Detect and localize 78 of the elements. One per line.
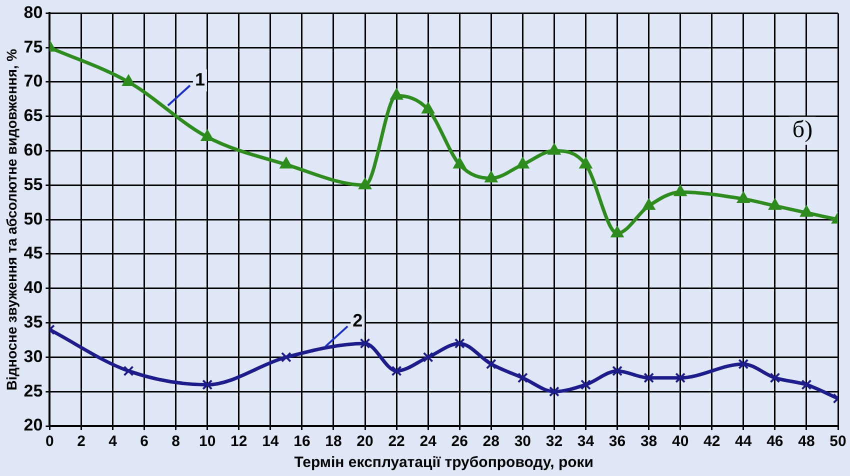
- x-tick-label: 8: [172, 433, 180, 450]
- point: [516, 158, 529, 169]
- x-tick-label: 50: [830, 433, 846, 450]
- x-tick-label: 6: [140, 433, 148, 450]
- point: [454, 338, 465, 349]
- y-tick-label: 30: [24, 346, 43, 366]
- point: [280, 158, 292, 169]
- y-tick-label: 75: [24, 37, 43, 56]
- point: [391, 366, 402, 376]
- point: [548, 144, 560, 155]
- x-tick-label: 30: [514, 433, 532, 450]
- point: [201, 130, 214, 142]
- x-tick-label: 0: [46, 433, 54, 450]
- x-tick-label: 18: [325, 433, 342, 450]
- point: [360, 338, 370, 349]
- point: [422, 102, 434, 114]
- x-tick-label: 48: [798, 433, 815, 450]
- y-tick-label: 70: [24, 72, 43, 91]
- point: [611, 226, 624, 238]
- x-tick-label: 28: [482, 433, 500, 450]
- y-tick-label: 35: [24, 312, 43, 332]
- point: [358, 178, 372, 190]
- series-label: 2: [352, 310, 363, 330]
- y-tick-label: 25: [24, 381, 43, 400]
- point: [612, 366, 623, 376]
- y-tick-label: 50: [24, 209, 43, 228]
- x-tick-label: 24: [420, 433, 438, 450]
- point: [801, 379, 812, 390]
- x-tick-label: 22: [388, 433, 405, 450]
- point: [517, 372, 528, 384]
- point: [390, 88, 403, 100]
- point: [675, 372, 686, 384]
- x-tick-label: 12: [230, 433, 248, 450]
- point: [768, 198, 782, 210]
- y-axis-title: Відносне звуження та абсолютне видовження, %: [3, 48, 20, 390]
- point: [644, 372, 654, 384]
- y-tick-label: 65: [24, 106, 43, 126]
- x-tick-label: 14: [262, 433, 280, 450]
- x-axis-title: Термін експлуатації трубопроводу, роки: [294, 454, 594, 472]
- point: [800, 206, 813, 217]
- y-tick-label: 40: [24, 278, 43, 298]
- point: [642, 198, 656, 210]
- point: [738, 358, 749, 370]
- point: [422, 352, 434, 362]
- point: [737, 192, 750, 203]
- x-tick-label: 38: [640, 433, 658, 450]
- annotation: б): [792, 117, 813, 144]
- point: [123, 366, 134, 376]
- point: [580, 379, 591, 390]
- x-tick-label: 10: [199, 433, 216, 450]
- y-tick-label: 45: [24, 244, 43, 263]
- point: [280, 352, 292, 362]
- x-tick-label: 44: [735, 433, 752, 450]
- x-tick-label: 46: [766, 433, 784, 450]
- point: [674, 185, 687, 196]
- x-tick-label: 32: [546, 433, 563, 450]
- x-tick-label: 40: [672, 433, 689, 450]
- x-tick-label: 26: [451, 433, 468, 450]
- x-tick-label: 36: [608, 433, 626, 450]
- point: [122, 75, 135, 86]
- x-tick-label: 42: [704, 433, 720, 450]
- x-tick-label: 34: [577, 433, 595, 450]
- x-tick-label: 2: [77, 433, 86, 450]
- y-tick-label: 80: [24, 2, 43, 22]
- y-tick-label: 60: [24, 140, 43, 160]
- x-tick-label: 4: [108, 433, 118, 450]
- point: [486, 358, 496, 370]
- x-tick-label: 16: [294, 433, 310, 450]
- series-label: 1: [194, 69, 205, 90]
- point: [548, 386, 560, 397]
- point: [580, 158, 592, 169]
- y-tick-label: 20: [24, 416, 43, 435]
- point: [484, 171, 498, 182]
- y-tick-label: 55: [24, 174, 43, 194]
- point: [453, 158, 466, 169]
- x-tick-label: 20: [356, 433, 374, 450]
- point: [202, 379, 213, 390]
- point: [770, 372, 780, 384]
